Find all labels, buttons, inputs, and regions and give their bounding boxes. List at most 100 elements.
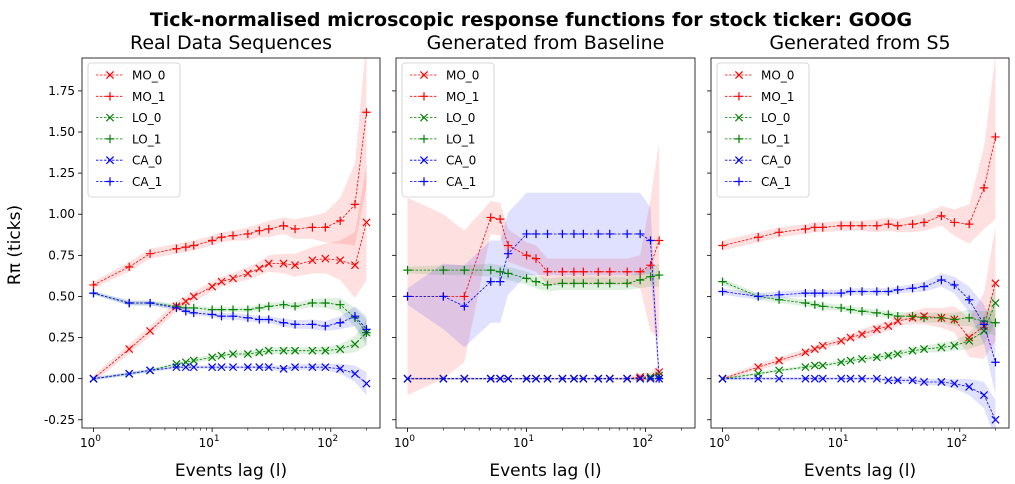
y-tick-label: 1.00 bbox=[48, 207, 75, 221]
legend-marker bbox=[419, 113, 429, 122]
point-CA_1 bbox=[125, 298, 134, 308]
point-LO_1 bbox=[991, 318, 1000, 327]
point-LO_1 bbox=[460, 265, 469, 275]
point-LO_1 bbox=[857, 307, 867, 316]
plot-area bbox=[89, 58, 371, 396]
axes-frame bbox=[81, 57, 381, 429]
point-CA_1 bbox=[264, 315, 273, 324]
point-CA_0 bbox=[496, 374, 505, 383]
point-CA_1 bbox=[635, 229, 645, 239]
point-CA_0 bbox=[362, 379, 371, 388]
point-MO_0 bbox=[893, 317, 902, 326]
point-CA_1 bbox=[439, 292, 448, 301]
legend-label: CA_0 bbox=[132, 154, 162, 168]
point-CA_0 bbox=[350, 369, 360, 378]
point-MO_0 bbox=[255, 264, 264, 273]
point-MO_1 bbox=[846, 221, 855, 230]
point-LO_0 bbox=[321, 346, 330, 355]
point-LO_1 bbox=[558, 279, 567, 288]
legend: MO_0 MO_1 LO_0 LO_1 CA_0 CA_1 bbox=[401, 62, 495, 198]
point-LO_1 bbox=[718, 277, 727, 286]
point-CA_0 bbox=[486, 374, 495, 383]
point-MO_0 bbox=[181, 297, 190, 306]
legend: MO_0 MO_1 LO_0 LO_1 CA_0 CA_1 bbox=[716, 62, 810, 198]
point-LO_0 bbox=[208, 353, 217, 362]
point-LO_1 bbox=[605, 279, 614, 288]
point-MO_1 bbox=[255, 226, 264, 235]
point-MO_1 bbox=[908, 219, 917, 229]
point-CA_0 bbox=[605, 374, 614, 383]
point-MO_0 bbox=[308, 256, 317, 265]
point-LO_1 bbox=[919, 313, 929, 323]
point-LO_0 bbox=[189, 356, 198, 365]
point-MO_1 bbox=[243, 229, 253, 239]
point-MO_1 bbox=[189, 241, 198, 250]
point-CA_0 bbox=[908, 376, 917, 385]
point-MO_0 bbox=[818, 341, 827, 350]
legend-marker bbox=[419, 156, 429, 165]
point-CA_1 bbox=[872, 287, 882, 296]
point-LO_0 bbox=[920, 345, 929, 354]
point-LO_1 bbox=[950, 315, 959, 324]
point-CA_1 bbox=[646, 236, 655, 245]
legend-marker bbox=[734, 156, 744, 165]
point-CA_1 bbox=[321, 321, 330, 331]
legend-marker bbox=[105, 92, 115, 101]
x-tick-label: 100 bbox=[394, 434, 415, 450]
point-CA_1 bbox=[172, 303, 181, 313]
panel-title: Generated from Baseline bbox=[427, 32, 665, 54]
point-LO_1 bbox=[403, 265, 412, 275]
point-MO_0 bbox=[775, 356, 784, 365]
axes-frame bbox=[710, 57, 1010, 429]
legend-label: CA_1 bbox=[132, 175, 162, 189]
point-CA_1 bbox=[503, 249, 513, 258]
point-CA_0 bbox=[965, 382, 974, 391]
point-CA_0 bbox=[872, 374, 881, 383]
point-CA_1 bbox=[189, 308, 198, 318]
point-LO_0 bbox=[884, 351, 893, 360]
point-CA_1 bbox=[836, 288, 846, 298]
point-LO_0 bbox=[172, 359, 181, 368]
point-MO_1 bbox=[558, 267, 567, 276]
point-CA_0 bbox=[893, 376, 902, 385]
point-MO_1 bbox=[522, 251, 531, 260]
point-CA_1 bbox=[774, 290, 784, 299]
point-LO_1 bbox=[884, 310, 893, 319]
legend-label: LO_0 bbox=[761, 111, 790, 125]
point-CA_0 bbox=[522, 374, 531, 383]
point-CA_1 bbox=[991, 358, 1000, 367]
point-MO_0 bbox=[636, 372, 645, 382]
point-CA_0 bbox=[255, 363, 264, 372]
point-LO_1 bbox=[818, 302, 827, 311]
point-CA_0 bbox=[189, 363, 198, 372]
point-MO_1 bbox=[937, 211, 946, 221]
point-LO_0 bbox=[846, 356, 855, 365]
band-MO_1 bbox=[722, 58, 996, 251]
point-CA_1 bbox=[403, 292, 412, 301]
line-CA_1 bbox=[407, 233, 660, 379]
panel-2: Generated from Baseline Events lag (l) 100… bbox=[392, 32, 696, 481]
point-LO_0 bbox=[228, 349, 238, 359]
legend-marker bbox=[105, 134, 115, 144]
point-MO_1 bbox=[543, 267, 552, 276]
point-CA_0 bbox=[291, 363, 300, 372]
y-tick-label: 1.75 bbox=[48, 84, 75, 98]
point-CA_1 bbox=[893, 285, 902, 295]
y-tick-label: 0.25 bbox=[48, 331, 75, 345]
point-LO_0 bbox=[336, 345, 345, 354]
point-LO_1 bbox=[439, 265, 448, 275]
point-MO_0 bbox=[321, 254, 330, 263]
point-MO_1 bbox=[605, 267, 614, 276]
point-CA_1 bbox=[362, 325, 371, 334]
point-CA_0 bbox=[125, 369, 134, 378]
legend-marker bbox=[734, 70, 744, 80]
point-MO_0 bbox=[965, 333, 974, 342]
point-MO_1 bbox=[350, 200, 360, 209]
point-CA_0 bbox=[217, 363, 226, 372]
y-tick-label: 0.75 bbox=[48, 248, 75, 262]
point-CA_1 bbox=[228, 311, 238, 321]
point-CA_1 bbox=[594, 229, 603, 239]
point-MO_1 bbox=[836, 221, 846, 230]
point-CA_0 bbox=[810, 374, 819, 383]
point-LO_0 bbox=[264, 346, 273, 355]
